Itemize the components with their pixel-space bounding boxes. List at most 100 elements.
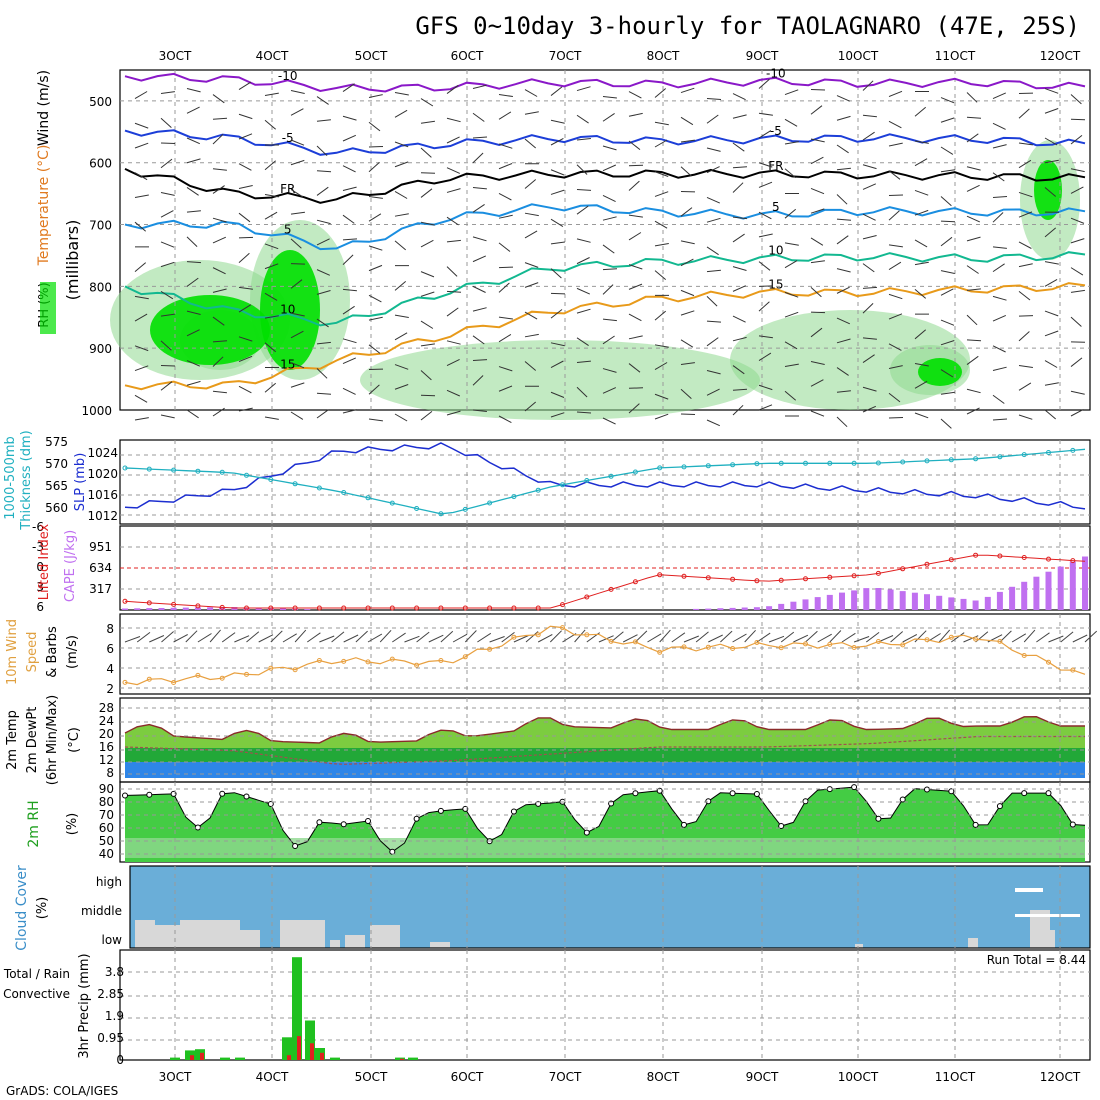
wind-barb: [914, 288, 927, 299]
wind10-barb: [914, 630, 927, 643]
wind-barb: [654, 362, 668, 370]
thickness-point: [511, 494, 517, 500]
thickness-tick: 575: [45, 435, 68, 449]
thickness-point: [657, 465, 663, 471]
wind-barb: [1070, 316, 1082, 327]
rh2m-point: [219, 790, 226, 797]
wind-barb: [732, 388, 748, 391]
wind-barb: [758, 78, 770, 89]
slp-tick: 1016: [87, 488, 118, 502]
date-tick-top: 8OCT: [647, 49, 680, 63]
wind-barb: [836, 416, 848, 428]
isotherm--10: [124, 72, 1086, 93]
wind-barb: [1044, 137, 1058, 146]
thickness-tick: 565: [45, 479, 68, 493]
wind-barb: [342, 254, 354, 265]
wind-barb: [420, 343, 435, 347]
cape-bar: [1082, 556, 1088, 610]
wind-barb: [342, 214, 355, 224]
wind-barb: [264, 92, 279, 97]
wind-barb: [576, 308, 591, 314]
wind-barb: [992, 418, 1008, 421]
wind-barb: [862, 303, 874, 314]
thickness-point: [681, 464, 687, 470]
wind10-barb: [209, 629, 221, 643]
wind-barb: [654, 270, 667, 280]
rh2m-point: [705, 798, 712, 805]
wind10-label-3: & Barbs: [45, 626, 60, 678]
wind10-barb: [878, 635, 894, 643]
li-point: [122, 598, 128, 604]
wind10-point: [487, 646, 493, 652]
wind-barb: [810, 187, 825, 195]
wind-barb: [134, 394, 148, 403]
wind-barb: [836, 95, 851, 102]
cape-bar: [911, 592, 918, 610]
wind-barb: [1044, 310, 1059, 317]
cape-bar: [1069, 561, 1076, 610]
wind-barb: [550, 342, 565, 347]
wind-barb: [628, 232, 642, 241]
wind-barb: [836, 390, 851, 393]
wind-barb: [420, 411, 433, 421]
rh2m-point: [632, 790, 639, 797]
cape-tick: 317: [89, 582, 112, 596]
rh2m-point: [681, 821, 687, 828]
wind-barb: [550, 137, 564, 146]
li-point: [487, 605, 493, 611]
wind-barb: [758, 335, 773, 339]
date-tick-bottom: 12OCT: [1040, 1070, 1081, 1084]
wind-barb: [732, 182, 744, 193]
thickness-point: [438, 511, 444, 517]
li-point: [1046, 556, 1051, 562]
li-point: [827, 574, 833, 580]
wind-barb: [524, 230, 538, 239]
wind-barb: [368, 213, 382, 222]
cape-bar: [122, 608, 128, 610]
thickness-point: [900, 459, 906, 465]
wind-barb: [160, 142, 176, 144]
cape-bar: [219, 607, 226, 610]
pressure-tick: 700: [89, 219, 112, 233]
wind-barb: [992, 92, 1007, 100]
wind-barb: [498, 193, 512, 201]
wind-barb: [420, 291, 435, 297]
cape-bar: [170, 607, 177, 610]
date-tick-top: 7OCT: [549, 49, 582, 63]
wind-barb: [784, 260, 798, 269]
wind-tick: 2: [106, 682, 114, 696]
wind-barb: [914, 158, 928, 167]
cloud-low-block: [370, 925, 400, 948]
precip-bar-total: [305, 1020, 315, 1060]
wind-barb: [576, 138, 591, 141]
pressure-tick: 600: [89, 157, 112, 171]
wind-barb: [290, 189, 304, 198]
temp-tick: 8: [106, 766, 114, 780]
thickness-point: [754, 461, 760, 467]
thickness-point: [875, 460, 881, 466]
li-point: [584, 594, 590, 600]
isotherm-label: 15: [768, 278, 783, 292]
wind-barb: [134, 313, 148, 322]
wind10-point: [535, 632, 541, 638]
wind-barb: [498, 415, 512, 424]
wind10-point: [973, 636, 979, 642]
wind-barb: [680, 289, 695, 297]
wind-barb: [836, 115, 851, 121]
date-tick-bottom: 11OCT: [935, 1070, 976, 1084]
wind10-point: [122, 679, 128, 685]
cloud-low-block: [330, 940, 340, 948]
wind-barb: [394, 364, 409, 370]
cloud-low-block: [280, 920, 325, 948]
rh2m-point: [851, 784, 858, 791]
wind10-barb: [756, 632, 771, 643]
wind10-barb: [258, 634, 274, 643]
wind-barb: [238, 407, 253, 412]
wind10-barb: [355, 630, 368, 643]
wind-barb: [498, 94, 513, 97]
rh2m-point: [875, 815, 882, 822]
wind-barb: [862, 235, 877, 240]
wind10-barb: [1084, 630, 1098, 643]
cape-bar: [924, 594, 930, 610]
